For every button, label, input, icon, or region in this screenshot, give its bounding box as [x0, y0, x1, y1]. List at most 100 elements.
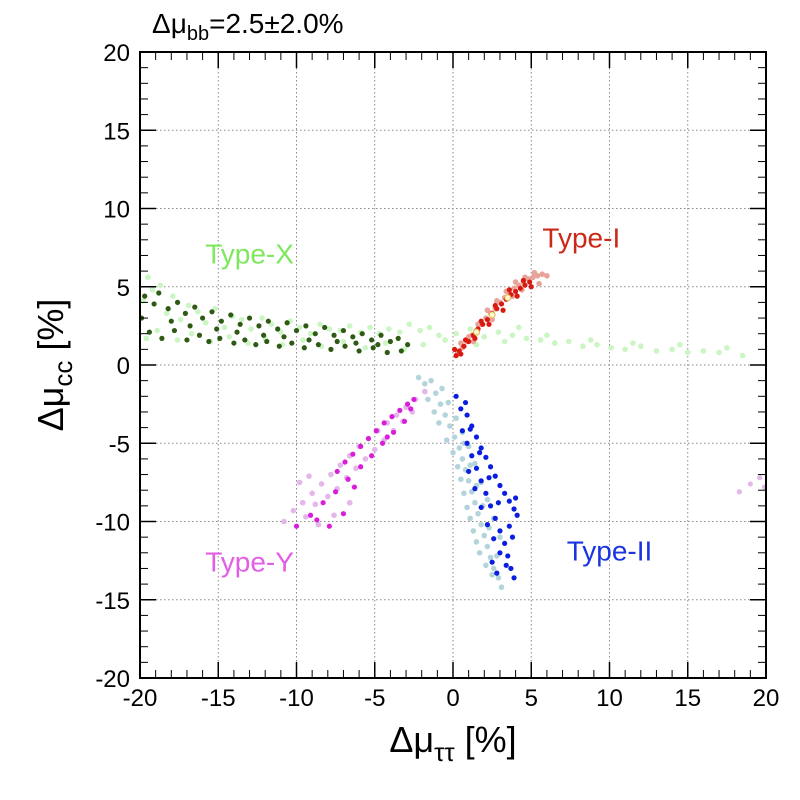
type-x-light-point [396, 329, 403, 335]
type-y-dark-point [358, 464, 364, 470]
type-y-light-point [281, 518, 287, 525]
type-x-light-point [420, 341, 427, 348]
type-y-light-point [346, 499, 353, 506]
type-x-light-point [149, 287, 156, 293]
type-x-light-point [195, 308, 201, 315]
type-ii-light-point [453, 415, 459, 422]
type-i-dark-point [478, 318, 484, 324]
type-y-dark-point [389, 414, 395, 420]
type-ii-light-point [456, 445, 463, 451]
type-x-dark-point [159, 335, 165, 341]
type-ii-dark-point [503, 562, 509, 568]
type-y-dark-point [401, 418, 408, 424]
type-x-light-point [523, 335, 530, 342]
type-x-dark-point [375, 342, 381, 348]
type-i-dark-point [472, 335, 478, 341]
type-ii-light-point [476, 550, 483, 556]
type-x-light-point [677, 341, 683, 348]
type-ii-dark-point [497, 528, 503, 534]
type-x-dark-point [217, 335, 223, 341]
type-i-dark-point [453, 353, 459, 359]
type-x-dark-point [378, 332, 384, 338]
type-x-light-point [340, 338, 347, 345]
type-x-light-point [467, 326, 474, 332]
type-y-light-point [296, 479, 303, 486]
x-tick-label: -20 [123, 685, 158, 712]
type-i-light-point [484, 307, 491, 314]
x-tick-label: 5 [525, 685, 538, 712]
edge-point [736, 489, 742, 495]
type-ii-light-point [454, 463, 461, 470]
type-x-light-point [238, 316, 245, 323]
type-y-dark-point [326, 523, 332, 529]
type-i-dark-point [492, 302, 498, 309]
type-y-light-point [303, 514, 309, 520]
type-y-dark-point [342, 459, 348, 465]
type-ii-dark-point [478, 445, 484, 451]
type-ii-dark-point [511, 506, 517, 512]
type-x-dark-point [405, 342, 411, 348]
type-i-dark-point [498, 301, 505, 307]
type-ii-light-point [467, 462, 474, 468]
type-y-light-point [353, 465, 359, 472]
type-x-dark-point [328, 346, 334, 352]
type-x-light-point [544, 332, 550, 339]
type-i-dark-point [514, 293, 520, 299]
type-ii-dark-point [453, 393, 459, 399]
type-y-label: Type-Y [205, 547, 294, 578]
type-i-dark-point [486, 321, 492, 327]
type-x-dark-point [350, 334, 356, 340]
type-ii-light-point [498, 584, 505, 591]
type-x-dark-point [370, 345, 376, 351]
x-tick-label: 15 [674, 685, 701, 712]
type-ii-dark-point [458, 406, 464, 412]
type-x-light-point [580, 343, 586, 350]
type-ii-light-point [436, 420, 442, 426]
type-ii-dark-point [462, 399, 469, 406]
type-i-light-point [544, 272, 550, 279]
type-ii-light-point [465, 478, 472, 484]
type-x-light-point [495, 329, 502, 335]
type-y-light-point [371, 446, 378, 453]
type-x-light-point [436, 332, 442, 339]
type-x-dark-point [306, 337, 312, 343]
type-x-dark-point [246, 315, 253, 321]
type-ii-light-point [443, 437, 450, 443]
type-x-light-point [653, 348, 660, 354]
type-y-dark-point [397, 407, 403, 413]
type-x-light-point [221, 324, 228, 331]
type-ii-dark-point [502, 540, 508, 547]
type-ii-light-point [458, 476, 464, 483]
type-x-light-point [326, 326, 333, 332]
data-points [138, 269, 768, 591]
type-y-dark-point [307, 512, 314, 518]
type-x-dark-point [187, 323, 193, 329]
type-ii-light-point [472, 460, 478, 467]
type-x-dark-point [218, 318, 224, 324]
type-x-dark-point [174, 299, 181, 305]
type-y-dark-point [381, 420, 387, 426]
type-x-light-point [700, 348, 707, 354]
type-x-light-point [170, 293, 176, 299]
type-x-light-point [684, 349, 691, 356]
type-ii-light-point [459, 456, 466, 462]
type-y-dark-point [334, 468, 340, 475]
y-tick-label: 0 [117, 353, 130, 380]
type-x-light-point [537, 337, 544, 343]
type-ii-dark-point [467, 426, 473, 432]
type-x-dark-point [342, 343, 348, 349]
x-tick-label: -5 [364, 685, 385, 712]
type-ii-dark-point [464, 412, 470, 418]
type-x-light-point [143, 335, 150, 342]
type-x-light-point [453, 330, 459, 337]
type-ii-dark-point [477, 450, 483, 456]
type-x-light-point [509, 332, 516, 339]
type-x-dark-point [142, 293, 148, 299]
type-i-dark-point [458, 351, 464, 357]
type-x-light-point [442, 337, 448, 343]
type-x-light-point [724, 344, 730, 351]
type-y-dark-point [358, 443, 364, 449]
type-x-dark-point [209, 309, 215, 315]
type-x-light-point [515, 324, 522, 331]
y-tick-label: -15 [95, 588, 130, 615]
